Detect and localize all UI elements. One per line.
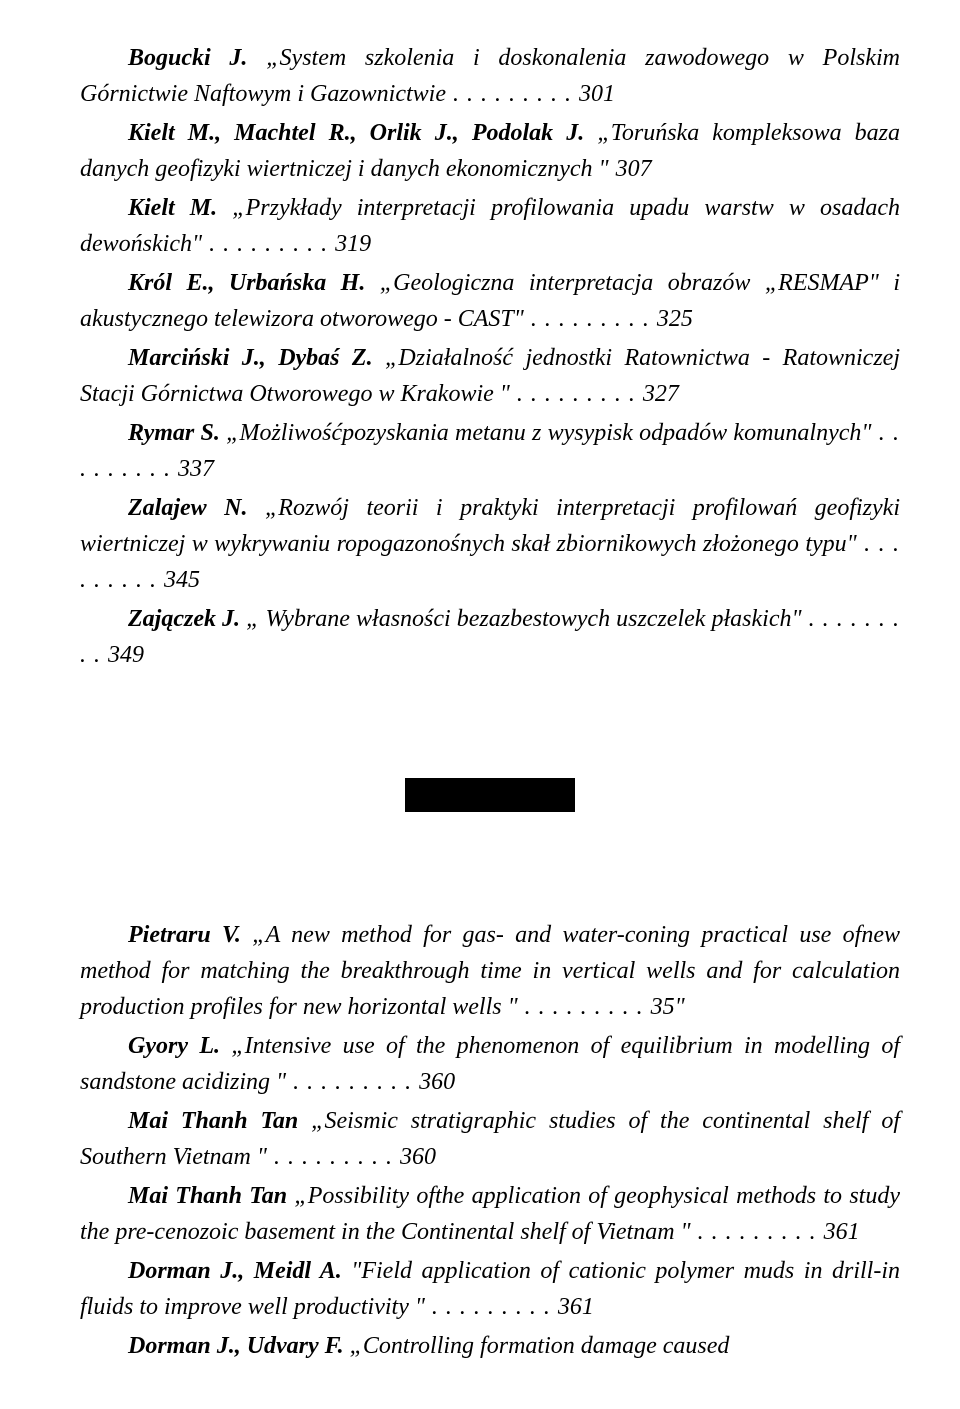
toc-entry: Zajączek J. „ Wybrane własności bezazbes… bbox=[80, 601, 900, 673]
entry-author: Marciński J., Dybaś Z. bbox=[128, 345, 373, 371]
toc-entry: Dorman J., Udvary F. „Controlling format… bbox=[80, 1328, 900, 1364]
entry-page: 361 bbox=[558, 1294, 594, 1320]
toc-entry: Kielt M. „Przykłady interpretacji profil… bbox=[80, 190, 900, 262]
entry-author: Zalajew N. bbox=[128, 495, 247, 521]
toc-section-1: Bogucki J. „System szkolenia i doskonale… bbox=[80, 40, 900, 673]
toc-entry: Gyory L. „Intensive use of the phenomeno… bbox=[80, 1028, 900, 1100]
leader-dots bbox=[609, 156, 616, 182]
toc-entry: Zalajew N. „Rozwój teorii i praktyki int… bbox=[80, 490, 900, 598]
toc-entry: Mai Thanh Tan „Seismic stratigraphic stu… bbox=[80, 1103, 900, 1175]
entry-page: 360 bbox=[419, 1069, 455, 1095]
entry-page: 325 bbox=[657, 306, 693, 332]
entry-author: Zajączek J. bbox=[128, 606, 240, 632]
entry-page: 361 bbox=[824, 1219, 860, 1245]
toc-entry: Dorman J., Meidl A. "Field application o… bbox=[80, 1253, 900, 1325]
entry-author: Król E., Urbańska H. bbox=[128, 270, 365, 296]
entry-page: 327 bbox=[643, 381, 679, 407]
entry-page: 319 bbox=[335, 231, 371, 257]
divider-bar bbox=[405, 778, 575, 812]
toc-entry: Rymar S. „Możliwośćpozyskania metanu z w… bbox=[80, 415, 900, 487]
toc-entry: Król E., Urbańska H. „Geologiczna interp… bbox=[80, 265, 900, 337]
leader-dots: . . . . . . . . . bbox=[202, 231, 335, 257]
leader-dots: . . . . . . . . . bbox=[691, 1219, 824, 1245]
entry-author: Pietraru V. bbox=[128, 922, 241, 948]
entry-page: 35" bbox=[651, 994, 685, 1020]
entry-author: Kielt M., Machtel R., Orlik J., Podolak … bbox=[128, 120, 584, 146]
leader-dots: . . . . . . . . . bbox=[524, 306, 657, 332]
entry-page: 307 bbox=[616, 156, 652, 182]
toc-entry: Mai Thanh Tan „Possibility ofthe applica… bbox=[80, 1178, 900, 1250]
leader-dots: . . . . . . . . . bbox=[518, 994, 651, 1020]
toc-entry: Bogucki J. „System szkolenia i doskonale… bbox=[80, 40, 900, 112]
entry-page: 301 bbox=[579, 81, 615, 107]
entry-author: Bogucki J. bbox=[128, 45, 247, 71]
entry-author: Gyory L. bbox=[128, 1033, 220, 1059]
entry-page: 337 bbox=[178, 456, 214, 482]
leader-dots: . . . . . . . . . bbox=[425, 1294, 558, 1320]
toc-entry: Marciński J., Dybaś Z. „Działalność jedn… bbox=[80, 340, 900, 412]
entry-author: Dorman J., Meidl A. bbox=[128, 1258, 342, 1284]
entry-author: Rymar S. bbox=[128, 420, 220, 446]
entry-title: „Controlling formation damage caused bbox=[344, 1333, 730, 1359]
entry-author: Mai Thanh Tan bbox=[128, 1108, 298, 1134]
entry-page: 360 bbox=[400, 1144, 436, 1170]
entry-author: Dorman J., Udvary F. bbox=[128, 1333, 344, 1359]
toc-section-2: Pietraru V. „A new method for gas- and w… bbox=[80, 917, 900, 1364]
leader-dots: . . . . . . . . . bbox=[267, 1144, 400, 1170]
entry-author: Kielt M. bbox=[128, 195, 217, 221]
entry-author: Mai Thanh Tan bbox=[128, 1183, 287, 1209]
leader-dots: . . . . . . . . . bbox=[446, 81, 579, 107]
toc-entry: Pietraru V. „A new method for gas- and w… bbox=[80, 917, 900, 1025]
entry-title: „ Wybrane własności bezazbestowych uszcz… bbox=[240, 606, 802, 632]
entry-page: 349 bbox=[108, 642, 144, 668]
entry-title: „Możliwośćpozyskania metanu z wysypisk o… bbox=[220, 420, 872, 446]
entry-page: 345 bbox=[164, 567, 200, 593]
toc-entry: Kielt M., Machtel R., Orlik J., Podolak … bbox=[80, 115, 900, 187]
leader-dots: . . . . . . . . . bbox=[510, 381, 643, 407]
leader-dots: . . . . . . . . . bbox=[286, 1069, 419, 1095]
